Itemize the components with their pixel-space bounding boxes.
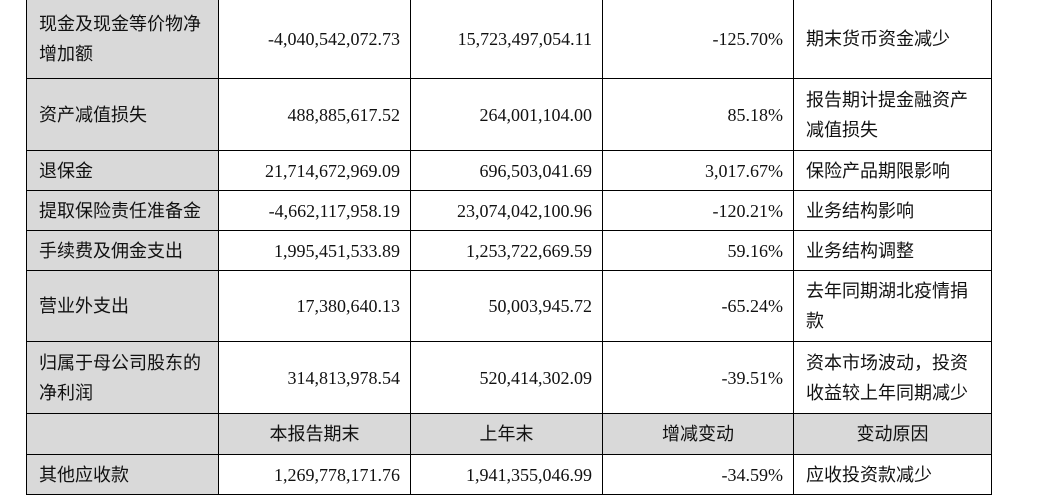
current-value: 1,995,451,533.89 <box>218 230 411 271</box>
prior-value: 23,074,042,100.96 <box>410 190 603 231</box>
change-reason: 资本市场波动，投资收益较上年同期减少 <box>793 341 992 414</box>
change-percent: -34.59% <box>602 454 794 495</box>
prior-value: 264,001,104.00 <box>410 78 603 151</box>
change-percent: 59.16% <box>602 230 794 271</box>
change-reason: 报告期计提金融资产减值损失 <box>793 78 992 151</box>
change-percent: -120.21% <box>602 190 794 231</box>
row-label: 归属于母公司股东的净利润 <box>26 341 219 414</box>
row-label: 现金及现金等价物净增加额 <box>26 0 219 79</box>
change-percent: -125.70% <box>602 0 794 79</box>
row-label: 提取保险责任准备金 <box>26 190 219 231</box>
change-percent: 85.18% <box>602 78 794 151</box>
change-reason: 期末货币资金减少 <box>793 0 992 79</box>
change-percent: 3,017.67% <box>602 150 794 191</box>
table-row: 营业外支出 17,380,640.13 50,003,945.72 -65.24% 去年… <box>26 270 992 342</box>
current-value: 314,813,978.54 <box>218 341 411 414</box>
data-table: 现金及现金等价物净增加额 -4,040,542,072.73 15,723,497,… <box>26 0 992 495</box>
prior-value: 15,723,497,054.11 <box>410 0 603 79</box>
column-header: 本报告期末 <box>218 413 411 455</box>
table-row: 退保金 21,714,672,969.09 696,503,041.69 3,017.… <box>26 150 992 191</box>
row-label: 资产减值损失 <box>26 78 219 151</box>
table-row: 提取保险责任准备金 -4,662,117,958.19 23,074,042,100… <box>26 190 992 231</box>
change-reason: 业务结构调整 <box>793 230 992 271</box>
table-row: 归属于母公司股东的净利润 314,813,978.54 520,414,302.09… <box>26 341 992 414</box>
header-blank <box>26 413 219 455</box>
header-row: 本报告期末 上年末 增减变动 变动原因 <box>26 413 992 455</box>
row-label: 手续费及佣金支出 <box>26 230 219 271</box>
current-value: 21,714,672,969.09 <box>218 150 411 191</box>
row-label: 其他应收款 <box>26 454 219 495</box>
current-value: 17,380,640.13 <box>218 270 411 342</box>
current-value: -4,662,117,958.19 <box>218 190 411 231</box>
table-row: 资产减值损失 488,885,617.52 264,001,104.00 85.18%… <box>26 78 992 151</box>
change-reason: 业务结构影响 <box>793 190 992 231</box>
current-value: 488,885,617.52 <box>218 78 411 151</box>
change-percent: -65.24% <box>602 270 794 342</box>
change-percent: -39.51% <box>602 341 794 414</box>
row-label: 退保金 <box>26 150 219 191</box>
current-value: -4,040,542,072.73 <box>218 0 411 79</box>
row-label: 营业外支出 <box>26 270 219 342</box>
prior-value: 1,253,722,669.59 <box>410 230 603 271</box>
change-reason: 去年同期湖北疫情捐款 <box>793 270 992 342</box>
column-header: 增减变动 <box>602 413 794 455</box>
current-value: 1,269,778,171.76 <box>218 454 411 495</box>
change-reason: 应收投资款减少 <box>793 454 992 495</box>
column-header: 上年末 <box>410 413 603 455</box>
prior-value: 520,414,302.09 <box>410 341 603 414</box>
table-body: 现金及现金等价物净增加额 -4,040,542,072.73 15,723,497,… <box>26 0 992 495</box>
table-row: 手续费及佣金支出 1,995,451,533.89 1,253,722,669.59… <box>26 230 992 271</box>
prior-value: 50,003,945.72 <box>410 270 603 342</box>
prior-value: 1,941,355,046.99 <box>410 454 603 495</box>
table-row: 现金及现金等价物净增加额 -4,040,542,072.73 15,723,497,… <box>26 0 992 79</box>
table-row: 其他应收款 1,269,778,171.76 1,941,355,046.99 -34… <box>26 454 992 495</box>
prior-value: 696,503,041.69 <box>410 150 603 191</box>
change-reason: 保险产品期限影响 <box>793 150 992 191</box>
column-header: 变动原因 <box>793 413 992 455</box>
